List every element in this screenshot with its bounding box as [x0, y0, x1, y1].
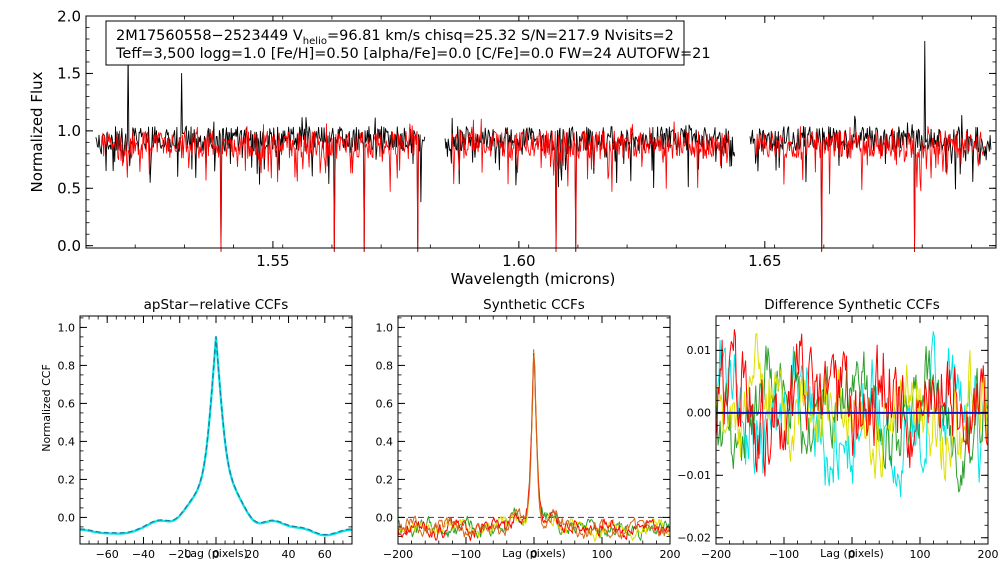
- spectrum-axes-frame: [85, 15, 997, 249]
- synthetic-ccf-panel: −200 −100 0 100 200 0.0 0.2 0.4 0.6 0.8 1.0 Synthe…: [376, 297, 681, 561]
- synthetic-xtick-label: −200: [383, 548, 413, 561]
- difference-ccf-diff-cyan: [715, 331, 988, 498]
- apstar-ytick-label: 0.0: [58, 511, 76, 524]
- synthetic-ytick-label: 0.2: [376, 473, 394, 486]
- spectrum-xtick-label: 1.55: [256, 252, 289, 270]
- difference-ytick-label: 0.00: [687, 407, 712, 420]
- apstar-xtick-label: −20: [168, 548, 191, 561]
- apstar-ylabel: Normalized CCF: [40, 364, 53, 452]
- synthetic-xtick-label: 200: [660, 548, 681, 561]
- apstar-ytick-label: 1.0: [58, 321, 76, 334]
- synthetic-ytick-label: 0.8: [376, 359, 394, 372]
- synthetic-ccf-traces: [397, 349, 670, 542]
- spectrum-panel: 1.55 1.60 1.65 0.0 0.5 1.0 1.5 2.0 2M17560558−2…: [28, 7, 997, 288]
- spectrum-legend: 2M17560558−2523449 Vhelio=96.81 km/s chi…: [105, 20, 711, 66]
- spectrum-ytick-label: 1.0: [57, 122, 81, 140]
- spectrum-ytick-label: 0.0: [57, 237, 81, 255]
- apstar-ytick-label: 0.2: [58, 473, 76, 486]
- synthetic-ccf-visit-b: [397, 351, 670, 542]
- spectrum-ytick-label: 0.5: [57, 180, 81, 198]
- synthetic-ccf-visit-d: [397, 355, 670, 540]
- difference-xlabel: Lag (pixels): [820, 547, 884, 560]
- difference-ccf-diff-red: [715, 329, 988, 477]
- difference-ytick-label: −0.01: [677, 469, 711, 482]
- apstar-xtick-label: −60: [96, 548, 119, 561]
- apstar-xtick-label: 40: [282, 548, 296, 561]
- synthetic-ticks: −200 −100 0 100 200 0.0 0.2 0.4 0.6 0.8 1.0: [376, 316, 681, 561]
- difference-ytick-label: −0.02: [677, 532, 711, 545]
- difference-title: Difference Synthetic CCFs: [764, 297, 940, 313]
- spectrum-model-chip-2: [450, 118, 729, 252]
- spectrum-traces: [95, 40, 992, 252]
- difference-xtick-label: 0: [849, 548, 856, 561]
- spectrum-ticks: 1.55 1.60 1.65 0.0 0.5 1.0 1.5 2.0: [57, 7, 996, 270]
- apstar-ccf-traces: [79, 335, 353, 537]
- legend-stats: =96.81 km/s chisq=25.32 S/N=217.9 Nvisit…: [327, 28, 674, 44]
- legend-line-1: 2M17560558−2523449 Vhelio=96.81 km/s chi…: [116, 28, 674, 47]
- apstar-ccf-combined: [79, 335, 353, 536]
- synthetic-xtick-label: −100: [451, 548, 481, 561]
- spectrum-model-chip-1: [101, 123, 419, 252]
- difference-ccf-panel: −200 −100 0 100 200 −0.02 −0.01 0.00 0.01 Differ…: [677, 297, 998, 561]
- synthetic-ytick-label: 0.0: [376, 511, 394, 524]
- spectrum-model-chip-3: [755, 126, 985, 252]
- apstar-ccf-visit-1: [79, 336, 353, 537]
- difference-xtick-label: 100: [910, 548, 931, 561]
- synthetic-ytick-label: 1.0: [376, 321, 394, 334]
- apstar-ytick-label: 0.8: [58, 359, 76, 372]
- synthetic-ccf-visit-a: [397, 349, 670, 541]
- spectrum-xtick-label: 1.60: [502, 252, 535, 270]
- synthetic-title: Synthetic CCFs: [483, 297, 585, 313]
- synthetic-xlabel: Lag (pixels): [502, 547, 566, 560]
- apstar-xtick-label: 20: [245, 548, 259, 561]
- difference-ytick-label: 0.01: [687, 344, 712, 357]
- apstar-ticks: −60 −40 −20 0 20 40 60 0.0 0.2 0.4 0.6 0.8 1.0: [58, 316, 353, 561]
- legend-line-2: Teff=3,500 logg=1.0 [Fe/H]=0.50 [alpha/F…: [115, 46, 711, 62]
- difference-ticks: −200 −100 0 100 200 −0.02 −0.01 0.00 0.01: [677, 316, 999, 561]
- synthetic-xtick-label: 0: [531, 548, 538, 561]
- apstar-xtick-label: 60: [318, 548, 332, 561]
- spectrum-observed-chip-1: [95, 50, 426, 252]
- legend-helio-subscript: helio: [303, 36, 327, 47]
- spectrum-observed-chip-2: [444, 117, 736, 252]
- spectrum-xlabel: Wavelength (microns): [451, 270, 616, 288]
- difference-xtick-label: −200: [701, 548, 731, 561]
- apstar-title: apStar−relative CCFs: [144, 297, 289, 313]
- difference-xtick-label: 200: [978, 548, 999, 561]
- synthetic-ytick-label: 0.4: [376, 435, 394, 448]
- apstar-ytick-label: 0.4: [58, 435, 76, 448]
- legend-star-id: 2M17560558−2523449 V: [116, 28, 303, 44]
- synthetic-ccf-visit-c: [397, 352, 670, 541]
- spectrum-ylabel: Normalized Flux: [28, 71, 46, 192]
- apstar-ytick-label: 0.6: [58, 397, 76, 410]
- legend-box: [105, 20, 685, 66]
- synthetic-xtick-label: 100: [592, 548, 613, 561]
- spectrum-ytick-label: 2.0: [57, 7, 81, 25]
- difference-ccf-traces: [715, 329, 988, 498]
- apstar-xtick-label: 0: [213, 548, 220, 561]
- spectrum-xtick-label: 1.65: [748, 252, 781, 270]
- apstar-ccf-panel: −60 −40 −20 0 20 40 60 0.0 0.2 0.4 0.6 0.8 1.0 apSta…: [40, 297, 353, 561]
- synthetic-ytick-label: 0.6: [376, 397, 394, 410]
- spectrum-ytick-label: 1.5: [57, 65, 81, 83]
- difference-xtick-label: −100: [769, 548, 799, 561]
- apstar-xlabel: Lag (pixels): [184, 547, 248, 560]
- apstar-xtick-label: −40: [132, 548, 155, 561]
